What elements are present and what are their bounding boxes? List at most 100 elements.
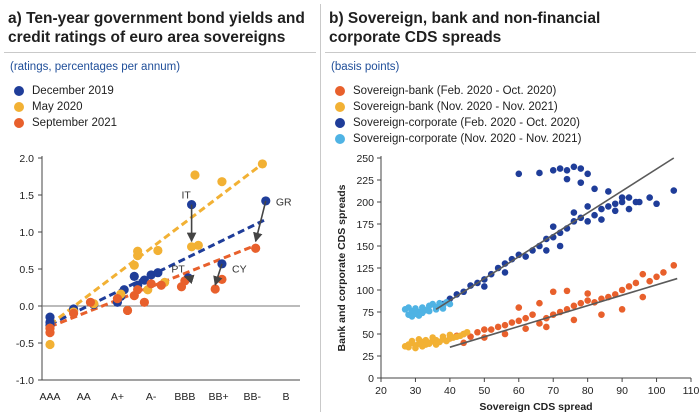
sovereign-bank-feb-2020-oct-2020-point xyxy=(646,277,653,285)
december-2019-point xyxy=(139,275,149,285)
sovereign-corporate-feb-2020-oct-2020-point xyxy=(570,209,578,216)
y-tick-label: -0.5 xyxy=(16,338,34,350)
sovereign-bank-feb-2020-oct-2020-point xyxy=(543,323,550,331)
sovereign-corporate-feb-2020-oct-2020-point xyxy=(584,203,591,210)
x-tick-label: A- xyxy=(146,391,157,403)
y-tick-label: 200 xyxy=(356,197,374,209)
sovereign-bank-feb-2020-oct-2020-point xyxy=(584,290,591,297)
sovereign-bank-feb-2020-oct-2020-point xyxy=(487,326,495,333)
sovereign-bank-nov-2020-nov-2021-point xyxy=(429,334,436,341)
panel-b-legend-item: Sovereign-corporate (Feb. 2020 - Oct. 20… xyxy=(335,115,581,131)
sovereign-corporate-feb-2020-oct-2020-point xyxy=(570,163,578,171)
sovereign-bank-nov-2020-nov-2021-point xyxy=(408,337,416,345)
sovereign-bank-feb-2020-oct-2020-point xyxy=(618,306,626,313)
sovereign-bank-feb-2020-oct-2020-point xyxy=(577,299,585,307)
sovereign-corporate-feb-2020-oct-2020-point xyxy=(501,269,509,276)
sovereign-corporate-feb-2020-oct-2020-point xyxy=(618,194,626,201)
y-tick-label: 2.0 xyxy=(19,153,34,165)
sovereign-corporate-feb-2020-oct-2020-point xyxy=(646,194,653,201)
sovereign-bank-nov-2020-nov-2021-point xyxy=(446,331,454,339)
sovereign-corporate-feb-2020-oct-2020-point xyxy=(556,165,564,172)
sovereign-bank-feb-2020-oct-2020-point xyxy=(625,283,633,290)
y-tick-label: 1.5 xyxy=(19,190,34,202)
sovereign-bank-feb-2020-oct-2020-point xyxy=(660,269,667,276)
sovereign-bank-feb-2020-oct-2020-point xyxy=(501,321,509,329)
sovereign-corporate-feb-2020-oct-2020-point xyxy=(598,216,605,223)
y-tick-label: 75 xyxy=(362,307,374,319)
y-axis-title: Bank and corporate CDS spreads xyxy=(336,184,348,351)
sovereign-corporate-feb-2020-oct-2020-point xyxy=(563,175,571,183)
may-2020-point xyxy=(45,339,55,350)
panel-b-chart: 0 25 50 75 100 125 150 175 200 225 250 20 30 40 50 60 70… xyxy=(336,153,700,413)
x-axis-title: Sovereign CDS spread xyxy=(479,401,592,413)
y-tick-label: 125 xyxy=(356,263,374,275)
country-label-it: IT xyxy=(181,190,191,202)
y-tick-label: -1.0 xyxy=(16,375,34,387)
panel-b-legend-label: Sovereign-corporate (Feb. 2020 - Oct. 20… xyxy=(353,117,580,129)
sovereign-corporate-feb-2020-oct-2020-point xyxy=(605,203,612,210)
sovereign-corporate-feb-2020-oct-2020-point xyxy=(625,205,633,213)
panel-b-rule xyxy=(325,52,696,53)
september-2021-point xyxy=(69,308,79,318)
x-tick-label: 90 xyxy=(616,385,628,397)
sovereign-bank-feb-2020-oct-2020-point xyxy=(536,320,543,327)
sovereign-bank-feb-2020-oct-2020-point xyxy=(639,293,647,301)
sovereign-bank-nov-2020-nov-2021-point xyxy=(405,343,412,351)
panel-a-legend-item: May 2020 xyxy=(14,99,117,115)
sovereign-corporate-feb-2020-oct-2020-point xyxy=(536,169,543,177)
sovereign-corporate-feb-2020-oct-2020-point xyxy=(611,207,619,215)
september-2021-point xyxy=(156,280,166,290)
sovereign-bank-nov-2020-nov-2021-point xyxy=(419,343,426,350)
may-2020-point xyxy=(190,170,200,180)
y-tick-label: 150 xyxy=(356,241,374,253)
sovereign-corporate-feb-2020-oct-2020-point xyxy=(591,211,598,219)
sovereign-corporate-nov-2020-nov-2021-point xyxy=(425,307,433,315)
panel-a-legend-label: December 2019 xyxy=(32,85,114,97)
panel-b-legend-label: Sovereign-bank (Nov. 2020 - Nov. 2021) xyxy=(353,101,558,113)
panel-b-legend-item: Sovereign-bank (Nov. 2020 - Nov. 2021) xyxy=(335,99,581,115)
y-tick-label: 225 xyxy=(356,175,374,187)
x-tick-label: 110 xyxy=(683,385,700,397)
x-tick-label: 50 xyxy=(478,385,490,397)
sovereign-corporate-feb-2020-oct-2020-point xyxy=(543,247,550,254)
y-tick-label: 175 xyxy=(356,219,374,231)
y-tick-label: 0.5 xyxy=(19,264,34,276)
december-2019-trendline xyxy=(49,218,267,326)
sovereign-corporate-feb-2020-oct-2020-point xyxy=(611,200,619,208)
sovereign-bank-feb-2020-oct-2020-point xyxy=(529,311,536,318)
sovereign-bank-nov-2020-nov-2021-point xyxy=(432,341,440,348)
panel-divider xyxy=(320,4,321,412)
sovereign-bank-feb-2020-oct-2020-point xyxy=(584,297,591,304)
sovereign-bank-nov-2020-nov-2021-point xyxy=(422,336,430,344)
panel-a-subtitle: (ratings, percentages per annum) xyxy=(10,61,181,73)
september-2021-point xyxy=(112,294,123,304)
x-tick-label: AA xyxy=(77,391,91,403)
sovereign-corporate-feb-2020-oct-2020-point xyxy=(625,194,633,201)
legend-marker-icon xyxy=(335,86,345,96)
may-2020-point xyxy=(193,240,203,250)
x-tick-label: A+ xyxy=(111,391,124,403)
september-2021-point xyxy=(139,297,149,307)
sovereign-bank-feb-2020-oct-2020-point xyxy=(501,330,509,338)
sovereign-corporate-feb-2020-oct-2020-point xyxy=(556,242,564,250)
sovereign-corporate-feb-2020-oct-2020-point xyxy=(577,165,585,172)
x-tick-label: 20 xyxy=(375,385,387,397)
legend-marker-icon xyxy=(335,102,345,112)
sovereign-corporate-nov-2020-nov-2021-point xyxy=(408,313,416,320)
country-label-cy: CY xyxy=(232,264,247,276)
country-label-pt: PT xyxy=(171,264,185,276)
sovereign-bank-nov-2020-nov-2021-point xyxy=(412,344,419,352)
rating-change-arrow xyxy=(183,274,195,284)
sovereign-bank-feb-2020-oct-2020-point xyxy=(522,325,529,333)
sovereign-corporate-feb-2020-oct-2020-point xyxy=(549,223,557,230)
x-tick-label: BBB xyxy=(174,391,195,403)
y-tick-label: 50 xyxy=(362,329,374,341)
sovereign-corporate-feb-2020-oct-2020-point xyxy=(670,187,678,194)
september-2021-point xyxy=(85,297,96,307)
sovereign-bank-feb-2020-oct-2020-point xyxy=(536,299,543,307)
sovereign-bank-feb-2020-oct-2020-point xyxy=(549,288,557,296)
sovereign-bank-feb-2020-oct-2020-point xyxy=(653,273,660,281)
sovereign-corporate-nov-2020-nov-2021-point xyxy=(415,312,423,319)
sovereign-bank-feb-2020-oct-2020-point xyxy=(639,270,647,278)
sovereign-bank-nov-2020-nov-2021-point xyxy=(463,328,471,336)
